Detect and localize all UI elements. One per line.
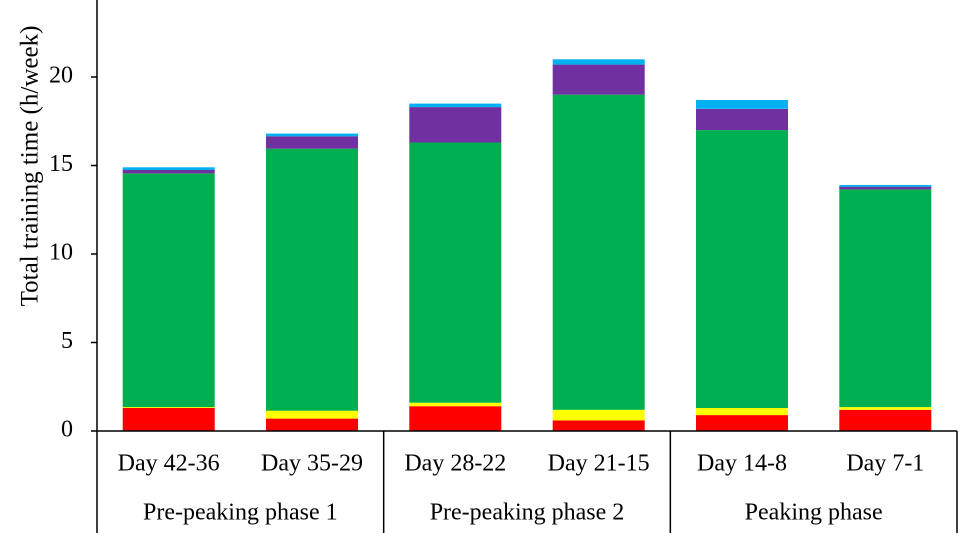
bar-segment (266, 410, 358, 419)
bar-segment (839, 409, 932, 431)
x-category-label: Day 21-15 (548, 451, 650, 477)
y-axis: 0 5 10 15 20 (49, 0, 98, 443)
bar-segment (696, 415, 788, 431)
bar-segment (552, 64, 645, 95)
bar-segment (266, 136, 358, 149)
bar-segment (839, 189, 932, 408)
x-category-label: Day 35-29 (261, 451, 363, 477)
y-axis-title: Total training time (h/week) (17, 26, 44, 307)
x-category-label: Day 14-8 (697, 451, 787, 477)
bar-segment (409, 103, 502, 108)
bar-segment (122, 173, 215, 408)
bar-segment (696, 130, 788, 408)
bar-segment (409, 406, 502, 431)
bar-segment (839, 185, 932, 187)
bar-segment (552, 59, 645, 65)
bar-segment (266, 133, 358, 137)
x-group-label: Peaking phase (745, 500, 883, 526)
x-category-label: Day 42-36 (118, 451, 220, 477)
bar-segment (122, 169, 215, 174)
y-tick-label: 15 (49, 151, 73, 177)
bar-segment (409, 402, 502, 407)
y-tick-label: 20 (49, 63, 73, 89)
bar-segment (552, 409, 645, 421)
x-axis: Day 42-36 Day 35-29 Day 28-22 Day 21-15 Day … (96, 430, 958, 533)
bar-segment (696, 408, 788, 416)
bar-segment (266, 148, 358, 411)
x-group-label: Pre-peaking phase 1 (143, 500, 338, 526)
y-tick-label: 5 (61, 328, 73, 354)
y-tick-label: 10 (49, 240, 73, 266)
bar-segment (552, 420, 645, 431)
x-category-label: Day 7-1 (846, 451, 924, 477)
x-category-label: Day 28-22 (404, 451, 506, 477)
bar-segment (696, 100, 788, 109)
bar-segment (552, 94, 645, 410)
bar-segment (122, 407, 215, 408)
bar-segment (696, 108, 788, 131)
bars-layer (122, 59, 932, 431)
bar-segment (122, 167, 215, 170)
x-group-label: Pre-peaking phase 2 (430, 500, 625, 526)
y-tick-label: 0 (61, 417, 73, 443)
bar-segment (839, 186, 932, 190)
bar-segment (266, 418, 358, 431)
bar-segment (839, 407, 932, 410)
bar-segment (409, 107, 502, 143)
bar-segment (122, 408, 215, 431)
bar-segment (409, 142, 502, 403)
